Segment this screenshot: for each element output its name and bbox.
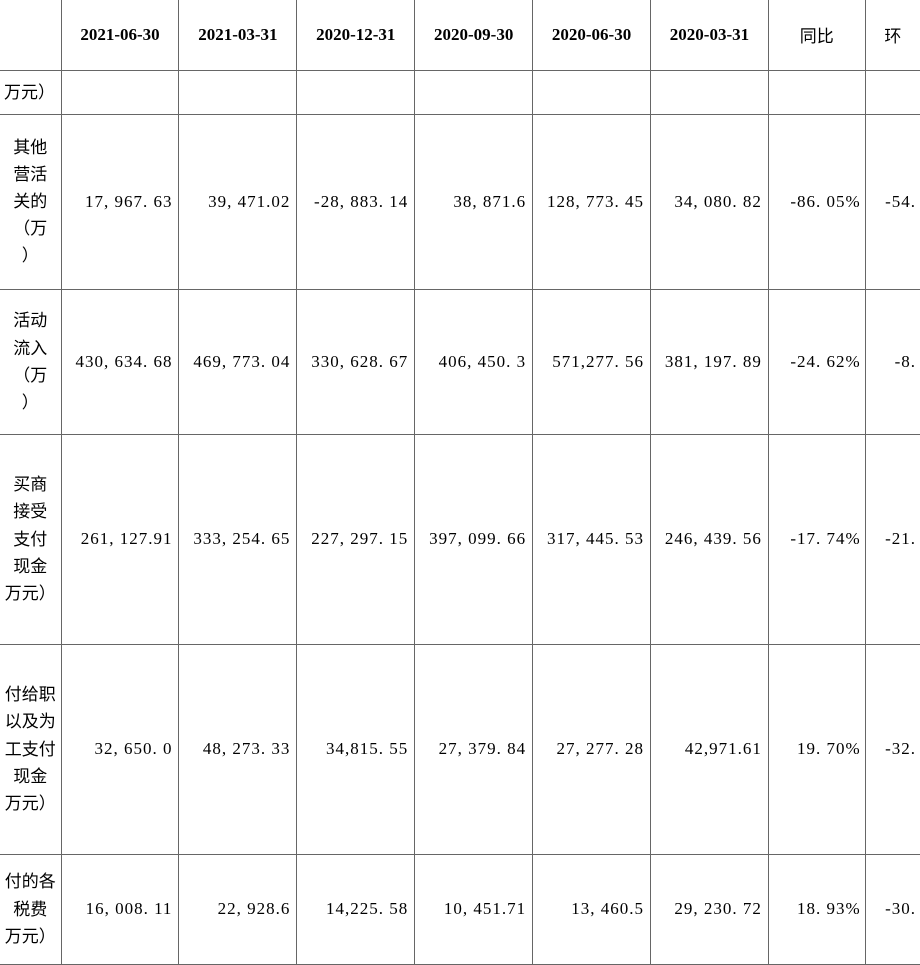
row-label: 买商 接受支付现金万元） xyxy=(0,434,61,644)
cell: 22, 928.6 xyxy=(179,854,297,964)
cell: 317, 445. 53 xyxy=(533,434,651,644)
cell: 13, 460.5 xyxy=(533,854,651,964)
header-yoy: 同比 xyxy=(768,0,865,70)
cell: 381, 197. 89 xyxy=(651,289,769,434)
table-row: 买商 接受支付现金万元） 261, 127.91 333, 254. 65 22… xyxy=(0,434,920,644)
cell: 27, 379. 84 xyxy=(415,644,533,854)
header-d2: 2021-03-31 xyxy=(179,0,297,70)
header-d4: 2020-09-30 xyxy=(415,0,533,70)
table-row: 其他营活关的（万） 17, 967. 63 39, 471.02 -28, 88… xyxy=(0,114,920,289)
cell: 16, 008. 11 xyxy=(61,854,179,964)
cell: 10, 451.71 xyxy=(415,854,533,964)
cell: -8. xyxy=(865,289,920,434)
cell: 42,971.61 xyxy=(651,644,769,854)
header-row: 2021-06-30 2021-03-31 2020-12-31 2020-09… xyxy=(0,0,920,70)
table-row: 活动流入（万） 430, 634. 68 469, 773. 04 330, 6… xyxy=(0,289,920,434)
cell: 227, 297. 15 xyxy=(297,434,415,644)
header-d3: 2020-12-31 xyxy=(297,0,415,70)
table-row: 万元） xyxy=(0,70,920,114)
cell xyxy=(533,70,651,114)
cell: 34,815. 55 xyxy=(297,644,415,854)
cell: 571,277. 56 xyxy=(533,289,651,434)
cell: 14,225. 58 xyxy=(297,854,415,964)
cell: 406, 450. 3 xyxy=(415,289,533,434)
cell: -17. 74% xyxy=(768,434,865,644)
cell xyxy=(297,70,415,114)
cell xyxy=(415,70,533,114)
row-label: 其他营活关的（万） xyxy=(0,114,61,289)
header-qoq: 环 xyxy=(865,0,920,70)
cell: 330, 628. 67 xyxy=(297,289,415,434)
table-row: 付的各税费万元） 16, 008. 11 22, 928.6 14,225. 5… xyxy=(0,854,920,964)
cell: -28, 883. 14 xyxy=(297,114,415,289)
cell: 32, 650. 0 xyxy=(61,644,179,854)
financial-table: 2021-06-30 2021-03-31 2020-12-31 2020-09… xyxy=(0,0,920,965)
cell: 430, 634. 68 xyxy=(61,289,179,434)
cell: 333, 254. 65 xyxy=(179,434,297,644)
cell: 48, 273. 33 xyxy=(179,644,297,854)
cell: 19. 70% xyxy=(768,644,865,854)
cell: 18. 93% xyxy=(768,854,865,964)
cell: -32. xyxy=(865,644,920,854)
cell: 17, 967. 63 xyxy=(61,114,179,289)
cell: 29, 230. 72 xyxy=(651,854,769,964)
cell: 128, 773. 45 xyxy=(533,114,651,289)
cell: -54. xyxy=(865,114,920,289)
cell xyxy=(651,70,769,114)
cell xyxy=(61,70,179,114)
cell xyxy=(768,70,865,114)
header-d5: 2020-06-30 xyxy=(533,0,651,70)
table-row: 付给职以及为工支付现金万元） 32, 650. 0 48, 273. 33 34… xyxy=(0,644,920,854)
row-label: 万元） xyxy=(0,70,61,114)
row-label: 付的各税费万元） xyxy=(0,854,61,964)
cell: 469, 773. 04 xyxy=(179,289,297,434)
cell: 38, 871.6 xyxy=(415,114,533,289)
cell: 27, 277. 28 xyxy=(533,644,651,854)
cell: -21. xyxy=(865,434,920,644)
cell: -30. xyxy=(865,854,920,964)
cell xyxy=(179,70,297,114)
cell: -24. 62% xyxy=(768,289,865,434)
row-label: 付给职以及为工支付现金万元） xyxy=(0,644,61,854)
cell: -86. 05% xyxy=(768,114,865,289)
cell: 34, 080. 82 xyxy=(651,114,769,289)
cell: 397, 099. 66 xyxy=(415,434,533,644)
header-d1: 2021-06-30 xyxy=(61,0,179,70)
cell: 246, 439. 56 xyxy=(651,434,769,644)
cell: 261, 127.91 xyxy=(61,434,179,644)
cell: 39, 471.02 xyxy=(179,114,297,289)
row-label: 活动流入（万） xyxy=(0,289,61,434)
header-label xyxy=(0,0,61,70)
header-d6: 2020-03-31 xyxy=(651,0,769,70)
cell xyxy=(865,70,920,114)
